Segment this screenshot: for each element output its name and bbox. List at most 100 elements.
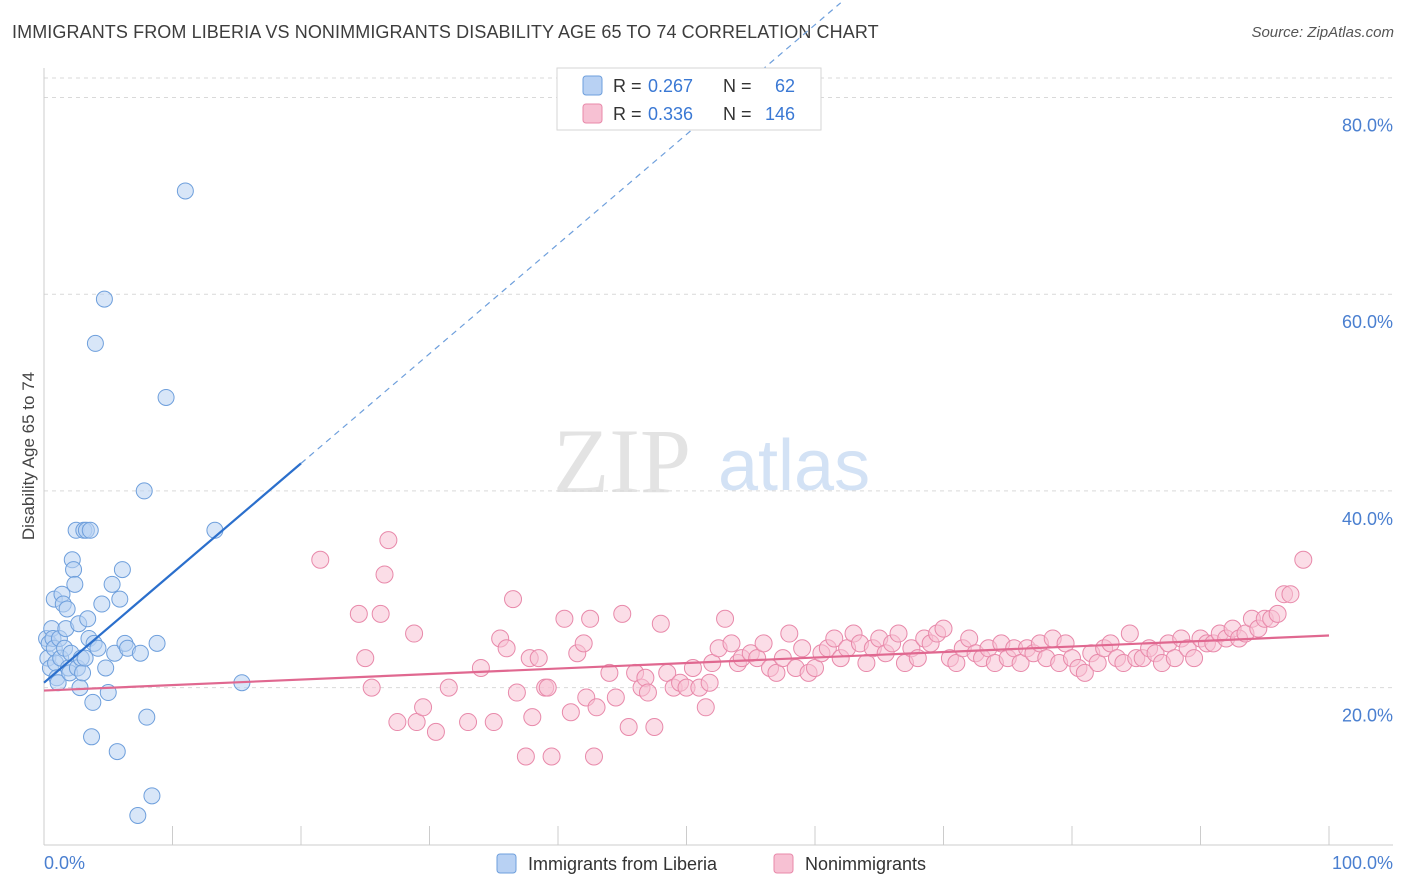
data-point-liberia: [135, 482, 153, 500]
data-point-nonimmigrants: [716, 609, 735, 628]
data-point-liberia: [95, 290, 113, 308]
data-point-liberia: [131, 644, 149, 662]
grid-lines: [44, 77, 1393, 689]
data-point-nonimmigrants: [504, 590, 523, 609]
data-point-nonimmigrants: [606, 688, 625, 707]
data-point-nonimmigrants: [507, 683, 526, 702]
stats-r-value-2: 0.336: [648, 104, 693, 124]
data-point-liberia: [65, 561, 83, 579]
data-point-nonimmigrants: [1268, 604, 1287, 623]
data-point-nonimmigrants: [722, 634, 741, 653]
data-point-nonimmigrants: [889, 624, 908, 643]
data-point-liberia: [86, 334, 104, 352]
data-point-nonimmigrants: [1185, 649, 1204, 668]
data-point-liberia: [113, 561, 131, 579]
stats-swatch-nonimmigrants: [582, 103, 603, 124]
x-tick-label-max: 100.0%: [1332, 853, 1393, 873]
stats-legend: R = 0.267 N = 62 R = 0.336 N = 146: [556, 67, 822, 131]
data-point-liberia: [84, 693, 102, 711]
data-point-nonimmigrants: [405, 624, 424, 643]
data-point-nonimmigrants: [780, 624, 799, 643]
data-point-nonimmigrants: [613, 604, 632, 623]
data-point-nonimmigrants: [388, 713, 407, 732]
stats-r-value-1: 0.267: [648, 76, 693, 96]
y-tick-label: 80.0%: [1342, 116, 1393, 136]
data-point-liberia: [83, 728, 101, 746]
x-axis-ticks: [43, 826, 1330, 845]
stats-swatch-liberia: [582, 75, 603, 96]
legend-swatch-nonimmigrants: [773, 853, 794, 874]
data-point-nonimmigrants: [561, 703, 580, 722]
data-point-nonimmigrants: [600, 663, 619, 682]
data-point-nonimmigrants: [523, 708, 542, 727]
data-point-nonimmigrants: [371, 604, 390, 623]
legend-label-nonimmigrants: Nonimmigrants: [805, 854, 926, 874]
data-point-nonimmigrants: [1075, 663, 1094, 682]
stats-n-label-1: N =: [723, 76, 752, 96]
data-point-liberia: [74, 664, 92, 682]
data-point-nonimmigrants: [484, 713, 503, 732]
data-point-nonimmigrants: [362, 678, 381, 697]
data-point-nonimmigrants: [574, 634, 593, 653]
y-axis-label: Disability Age 65 to 74: [19, 372, 38, 540]
data-point-nonimmigrants: [439, 678, 458, 697]
data-point-nonimmigrants: [471, 658, 490, 677]
data-point-nonimmigrants: [934, 619, 953, 638]
legend-swatch-liberia: [496, 853, 517, 874]
data-point-nonimmigrants: [459, 713, 478, 732]
bottom-legend: Immigrants from Liberia Nonimmigrants: [496, 853, 926, 874]
data-point-nonimmigrants: [636, 668, 655, 687]
data-point-liberia: [103, 575, 121, 593]
data-point-nonimmigrants: [349, 604, 368, 623]
data-point-liberia: [129, 806, 147, 824]
data-point-nonimmigrants: [311, 550, 330, 569]
stats-r-label-2: R =: [613, 104, 642, 124]
data-point-nonimmigrants: [651, 614, 670, 633]
data-point-nonimmigrants: [516, 747, 535, 766]
data-point-nonimmigrants: [1294, 550, 1313, 569]
data-point-nonimmigrants: [555, 609, 574, 628]
data-point-liberia: [157, 388, 175, 406]
data-point-nonimmigrants: [581, 609, 600, 628]
data-point-nonimmigrants: [426, 722, 445, 741]
data-point-nonimmigrants: [414, 698, 433, 717]
x-tick-label-min: 0.0%: [44, 853, 85, 873]
axes: [43, 68, 1393, 846]
y-tick-labels: 20.0% 40.0% 60.0% 80.0%: [1342, 116, 1393, 726]
data-point-nonimmigrants: [825, 629, 844, 648]
stats-n-value-2: 146: [765, 104, 795, 124]
stats-n-label-2: N =: [723, 104, 752, 124]
data-point-nonimmigrants: [696, 698, 715, 717]
watermark-atlas: atlas: [718, 426, 870, 506]
data-point-liberia: [89, 639, 107, 657]
data-point-nonimmigrants: [619, 717, 638, 736]
stats-n-value-1: 62: [775, 76, 795, 96]
trend-line-nonimmigrants: [43, 634, 1330, 692]
data-point-nonimmigrants: [587, 698, 606, 717]
data-point-nonimmigrants: [793, 639, 812, 658]
data-point-nonimmigrants: [700, 673, 719, 692]
data-point-liberia: [93, 595, 111, 613]
data-point-nonimmigrants: [375, 565, 394, 584]
data-point-liberia: [58, 600, 76, 618]
data-point-liberia: [76, 649, 94, 667]
data-point-liberia: [71, 679, 89, 697]
chart-source: Source: ZipAtlas.com: [1251, 24, 1394, 41]
data-point-nonimmigrants: [1165, 649, 1184, 668]
data-point-nonimmigrants: [645, 717, 664, 736]
data-point-nonimmigrants: [638, 683, 657, 702]
trend-line-liberia-extension: [300, 2, 842, 464]
data-point-liberia: [148, 634, 166, 652]
chart-title: IMMIGRANTS FROM LIBERIA VS NONIMMIGRANTS…: [12, 22, 879, 42]
data-point-liberia: [81, 521, 99, 539]
y-tick-label: 60.0%: [1342, 312, 1393, 332]
data-point-nonimmigrants: [542, 747, 561, 766]
data-point-liberia: [79, 610, 97, 628]
data-point-nonimmigrants: [754, 634, 773, 653]
data-point-liberia: [66, 575, 84, 593]
data-point-nonimmigrants: [356, 649, 375, 668]
data-point-nonimmigrants: [497, 639, 516, 658]
data-point-liberia: [176, 182, 194, 200]
legend-label-liberia: Immigrants from Liberia: [528, 854, 718, 874]
